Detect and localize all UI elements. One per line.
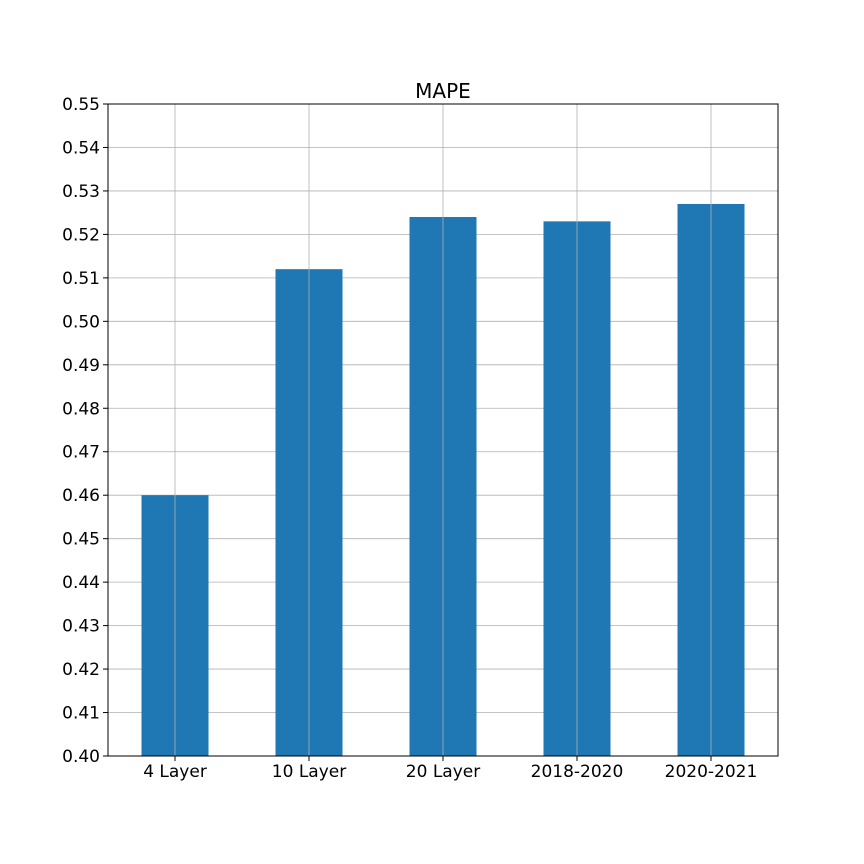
x-tick-label: 4 Layer (143, 762, 207, 782)
y-tick-label: 0.44 (62, 573, 100, 593)
x-tick-label: 10 Layer (272, 762, 346, 782)
y-tick-label: 0.47 (62, 443, 100, 463)
y-tick-label: 0.54 (62, 138, 100, 158)
y-tick-label: 0.45 (62, 530, 100, 550)
x-axis-ticks: 4 Layer 10 Layer 20 Layer 2018-2020 2020-202… (143, 756, 757, 782)
y-tick-label: 0.52 (62, 225, 100, 245)
x-tick-label: 2020-2021 (665, 762, 758, 782)
y-tick-label: 0.53 (62, 182, 100, 202)
y-axis-ticks: 0.40 0.41 0.42 0.43 0.44 0.45 0.46 0.47 0.48 0.49… (62, 95, 108, 767)
y-tick-label: 0.48 (62, 399, 100, 419)
x-tick-label: 2018-2020 (531, 762, 624, 782)
y-tick-label: 0.43 (62, 617, 100, 637)
y-tick-label: 0.51 (62, 269, 100, 289)
y-tick-label: 0.49 (62, 356, 100, 376)
y-tick-label: 0.40 (62, 747, 100, 767)
y-tick-label: 0.41 (62, 704, 100, 724)
chart-title: MAPE (415, 79, 471, 103)
x-tick-label: 20 Layer (406, 762, 480, 782)
y-tick-label: 0.42 (62, 660, 100, 680)
y-tick-label: 0.46 (62, 486, 100, 506)
x-grid-lines (174, 104, 712, 756)
y-tick-label: 0.55 (62, 95, 100, 115)
y-tick-label: 0.50 (62, 312, 100, 332)
